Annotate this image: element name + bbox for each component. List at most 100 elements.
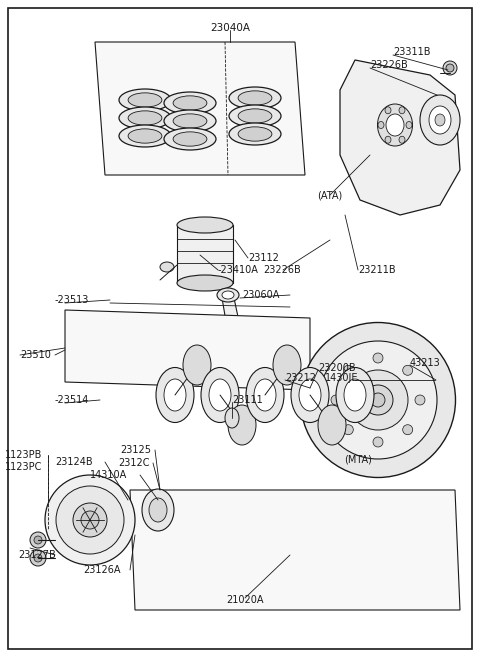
Ellipse shape — [160, 262, 174, 272]
Text: 1123PC: 1123PC — [5, 462, 42, 472]
Ellipse shape — [209, 379, 231, 411]
Ellipse shape — [164, 92, 216, 114]
Ellipse shape — [343, 424, 353, 435]
Ellipse shape — [229, 105, 281, 127]
Ellipse shape — [119, 125, 171, 147]
Text: 23126A: 23126A — [83, 565, 120, 575]
Ellipse shape — [221, 341, 251, 359]
Text: (MTA): (MTA) — [344, 455, 372, 465]
Ellipse shape — [331, 395, 341, 405]
Ellipse shape — [173, 132, 207, 146]
Polygon shape — [130, 490, 460, 610]
Ellipse shape — [119, 89, 171, 111]
Text: (ATA): (ATA) — [317, 190, 343, 200]
Ellipse shape — [149, 498, 167, 522]
Text: 21020A: 21020A — [226, 595, 264, 605]
Text: -23514: -23514 — [55, 395, 89, 405]
Text: 23212: 23212 — [285, 373, 316, 383]
Ellipse shape — [420, 95, 460, 145]
Ellipse shape — [403, 424, 413, 435]
Ellipse shape — [228, 405, 256, 445]
Ellipse shape — [344, 379, 366, 411]
Ellipse shape — [229, 123, 281, 145]
Ellipse shape — [385, 107, 391, 114]
Ellipse shape — [225, 408, 239, 428]
Ellipse shape — [73, 503, 107, 537]
Ellipse shape — [218, 355, 226, 361]
Ellipse shape — [229, 87, 281, 109]
Text: 23060A: 23060A — [242, 290, 279, 300]
Text: 43213: 43213 — [410, 358, 441, 368]
Ellipse shape — [254, 379, 276, 411]
Ellipse shape — [217, 288, 239, 302]
Text: 23127B: 23127B — [18, 550, 56, 560]
Ellipse shape — [56, 486, 124, 554]
Text: 23111: 23111 — [232, 395, 263, 405]
Ellipse shape — [164, 128, 216, 150]
Ellipse shape — [81, 511, 99, 529]
Polygon shape — [340, 60, 460, 215]
Ellipse shape — [435, 114, 445, 126]
Text: 23112: 23112 — [248, 253, 279, 263]
Ellipse shape — [378, 122, 384, 129]
Ellipse shape — [377, 104, 412, 146]
Ellipse shape — [403, 365, 413, 375]
Ellipse shape — [238, 91, 272, 105]
Text: 23226B: 23226B — [370, 60, 408, 70]
Polygon shape — [95, 42, 305, 175]
Ellipse shape — [319, 341, 437, 459]
Ellipse shape — [164, 379, 186, 411]
Ellipse shape — [246, 367, 284, 422]
Text: 23200B: 23200B — [318, 363, 356, 373]
Text: 23211B: 23211B — [358, 265, 396, 275]
Text: 23124B: 23124B — [55, 457, 93, 467]
Ellipse shape — [385, 136, 391, 143]
Ellipse shape — [177, 217, 233, 233]
Ellipse shape — [45, 475, 135, 565]
Ellipse shape — [173, 96, 207, 110]
Ellipse shape — [34, 554, 42, 562]
Ellipse shape — [399, 136, 405, 143]
Text: 14310A: 14310A — [90, 470, 127, 480]
Ellipse shape — [373, 353, 383, 363]
Ellipse shape — [238, 109, 272, 123]
Ellipse shape — [373, 437, 383, 447]
Ellipse shape — [183, 345, 211, 385]
Ellipse shape — [406, 122, 412, 129]
Ellipse shape — [30, 550, 46, 566]
Text: -23410A: -23410A — [218, 265, 259, 275]
Ellipse shape — [273, 345, 301, 385]
Ellipse shape — [399, 107, 405, 114]
Ellipse shape — [429, 106, 451, 134]
Polygon shape — [222, 298, 244, 345]
Ellipse shape — [173, 114, 207, 128]
Text: 23040A: 23040A — [210, 23, 250, 33]
Text: 23125: 23125 — [120, 445, 151, 455]
Ellipse shape — [343, 365, 353, 375]
Ellipse shape — [386, 114, 404, 136]
Ellipse shape — [247, 355, 253, 361]
Text: 23311B: 23311B — [393, 47, 431, 57]
Ellipse shape — [34, 536, 42, 544]
Text: 1430JE: 1430JE — [325, 373, 359, 383]
Ellipse shape — [318, 405, 346, 445]
Ellipse shape — [142, 489, 174, 531]
Polygon shape — [177, 225, 233, 283]
Ellipse shape — [446, 64, 454, 72]
Ellipse shape — [128, 111, 162, 125]
Text: 2312C: 2312C — [118, 458, 149, 468]
Ellipse shape — [443, 61, 457, 75]
Ellipse shape — [415, 395, 425, 405]
Ellipse shape — [300, 323, 456, 478]
Ellipse shape — [128, 93, 162, 107]
Ellipse shape — [164, 110, 216, 132]
Polygon shape — [65, 310, 310, 390]
Ellipse shape — [336, 367, 374, 422]
Ellipse shape — [371, 393, 385, 407]
Ellipse shape — [201, 367, 239, 422]
Ellipse shape — [119, 107, 171, 129]
Ellipse shape — [299, 379, 321, 411]
Ellipse shape — [177, 275, 233, 291]
Ellipse shape — [348, 370, 408, 430]
Text: -23513: -23513 — [55, 295, 89, 305]
